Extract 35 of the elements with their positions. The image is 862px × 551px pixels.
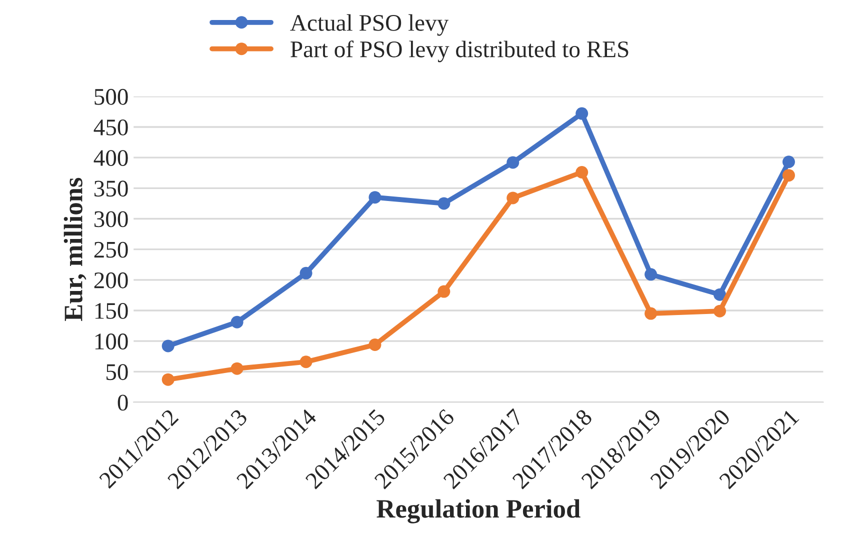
y-tick-label: 350 — [94, 180, 128, 197]
y-tick-label: 200 — [94, 272, 128, 288]
point — [506, 192, 520, 204]
y-tick-label: 150 — [95, 302, 128, 319]
point — [300, 266, 312, 280]
point — [714, 288, 726, 301]
legend-label: Part of PSO levy distributed to RES — [290, 40, 628, 62]
point — [162, 340, 174, 352]
y-tick-label: 300 — [94, 211, 128, 228]
legend-label: Actual PSO levy — [290, 14, 449, 36]
x-axis-title: Regulation Period — [376, 499, 580, 524]
y-tick-label: 100 — [95, 334, 128, 350]
y-tick-label: 450 — [94, 119, 128, 136]
point — [644, 268, 658, 281]
point — [506, 156, 520, 169]
point — [368, 338, 382, 351]
y-axis-title: Eur, millions — [64, 178, 86, 321]
y-tick-label: 0 — [118, 394, 128, 411]
point — [644, 307, 658, 320]
point — [438, 197, 450, 210]
point — [782, 156, 795, 168]
y-tick-label: 400 — [94, 150, 128, 166]
point — [230, 316, 244, 328]
point — [230, 362, 244, 375]
point — [368, 191, 382, 204]
point — [438, 285, 450, 298]
point — [162, 373, 174, 386]
point — [576, 107, 588, 120]
point — [576, 166, 588, 179]
point — [714, 304, 726, 318]
y-tick-label: 250 — [94, 242, 128, 258]
point — [782, 169, 795, 182]
point — [300, 356, 312, 368]
y-tick-label: 500 — [94, 88, 128, 105]
y-tick-label: 50 — [106, 364, 128, 380]
